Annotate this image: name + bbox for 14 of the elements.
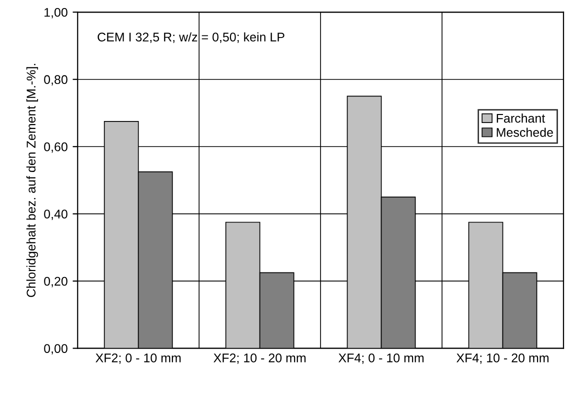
legend-label: Farchant: [496, 114, 546, 123]
x-tick-label: XF2; 0 - 10 mm: [96, 353, 181, 364]
x-tick-label: XF4; 0 - 10 mm: [338, 353, 424, 364]
y-tick-label: 0,80: [44, 75, 68, 86]
legend-label: Meschede: [496, 128, 553, 137]
y-tick-label: 0,20: [44, 276, 68, 288]
y-tick-label: 0,00: [44, 344, 68, 354]
y-tick-label: 0,60: [44, 142, 68, 153]
y-tick-label: 0,40: [44, 210, 68, 220]
x-tick-label: XF2; 10 - 20 mm: [214, 353, 306, 364]
annotation: CEM I 32,5 R; w/z = 0,50; kein LP: [98, 32, 284, 43]
x-tick-label: XF4; 10 - 20 mm: [456, 353, 548, 364]
y-axis-title: Chloridgehalt bez. auf den Zement [M.-%].: [26, 64, 38, 297]
y-tick-label: 1,00: [44, 8, 68, 18]
